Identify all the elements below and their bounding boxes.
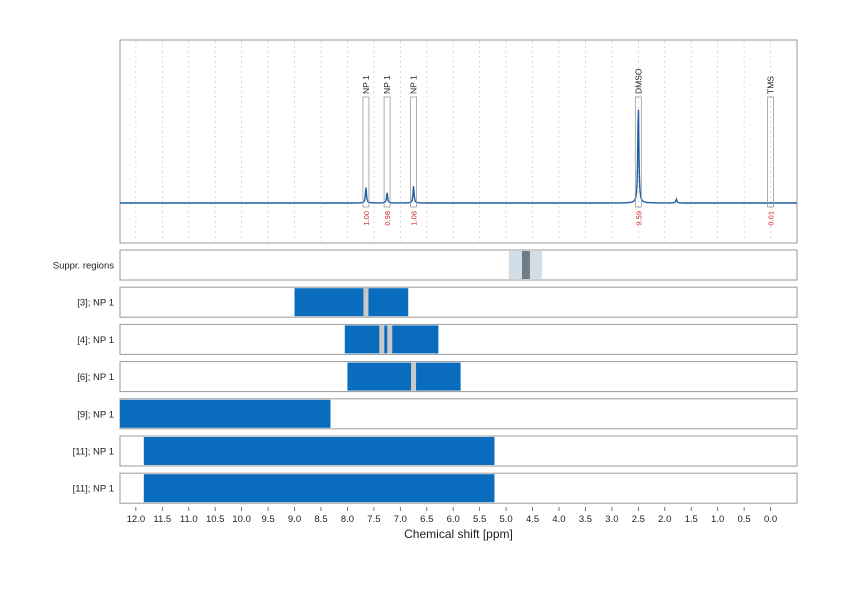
spectrum-panel-frame	[119, 39, 798, 244]
peak-label: DMSO	[633, 68, 643, 94]
x-tick-label: 12.0	[127, 514, 146, 525]
integration-region	[143, 474, 495, 503]
x-tick-label: 0.5	[738, 514, 751, 525]
x-tick-label: 5.0	[499, 514, 512, 525]
peak-box	[383, 96, 391, 208]
peak-marker	[363, 288, 369, 317]
peak-label: NP 1	[409, 75, 419, 94]
region-tracks: Suppr. regions [3]; NP 1 [4]; NP 1 [6]; NP …	[53, 249, 798, 504]
track-row: [9]; NP 1	[77, 398, 798, 430]
track-row: [3]; NP 1	[77, 286, 798, 318]
integration-region	[294, 288, 409, 317]
x-tick-label: 1.5	[685, 514, 698, 525]
peak-marker	[387, 325, 393, 354]
peak-label: NP 1	[361, 75, 371, 94]
integration-region	[120, 399, 331, 428]
peak-annotation: DMSO 9.59	[633, 68, 643, 225]
x-tick-label: 1.0	[711, 514, 724, 525]
x-tick-label: 3.0	[605, 514, 618, 525]
x-axis: 12.0 11.5 11.0 10.5 10.0 9.5 9.0 8.5 8.0 7.5 7.0 6.…	[127, 507, 777, 525]
peak-annotation: NP 1 1.00	[361, 75, 371, 226]
x-tick-label: 2.5	[632, 514, 645, 525]
track-frame	[119, 323, 798, 355]
integral-label: 9.59	[634, 211, 643, 226]
x-tick-label: 3.5	[579, 514, 592, 525]
x-tick-label: 9.0	[288, 514, 301, 525]
track-label: [11]; NP 1	[73, 484, 114, 495]
peak-marker	[411, 362, 417, 391]
x-tick-label: 9.5	[261, 514, 274, 525]
x-tick-label: 2.0	[658, 514, 671, 525]
x-tick-label: 10.5	[206, 514, 225, 525]
track-label: Suppr. regions	[53, 261, 115, 272]
x-tick-label: 10.0	[232, 514, 251, 525]
peak-box	[410, 96, 417, 208]
track-frame	[119, 286, 798, 318]
x-tick-label: 8.0	[341, 514, 354, 525]
x-tick-label: 8.5	[314, 514, 327, 525]
track-row: [4]; NP 1	[77, 323, 798, 355]
x-tick-label: 4.5	[526, 514, 539, 525]
peak-box	[362, 96, 370, 208]
track-label: [9]; NP 1	[77, 409, 114, 420]
x-axis-label: Chemical shift [ppm]	[404, 527, 513, 541]
track-label: [4]; NP 1	[77, 335, 114, 346]
x-tick-label: 5.5	[473, 514, 486, 525]
peak-marker	[379, 325, 385, 354]
x-tick-label: 11.5	[153, 514, 171, 525]
x-tick-label: 11.0	[180, 514, 198, 525]
peak-label: TMS	[766, 76, 776, 94]
x-tick-label: 4.0	[552, 514, 565, 525]
peak-annotation: TMS 0.01	[766, 76, 776, 226]
spectrum-trace	[120, 109, 797, 204]
spectrum-gridlines	[135, 41, 771, 242]
track-label: [11]; NP 1	[73, 447, 114, 458]
x-tick-label: 0.0	[764, 514, 777, 525]
integral-label: 0.98	[383, 211, 392, 226]
x-tick-label: 7.0	[394, 514, 407, 525]
x-tick-label: 7.5	[367, 514, 380, 525]
track-label: [3]; NP 1	[77, 298, 114, 309]
integral-label: 1.00	[362, 211, 371, 226]
peak-annotation: NP 1 1.06	[409, 75, 419, 226]
peak-label: NP 1	[382, 75, 392, 94]
integration-region	[347, 362, 461, 391]
track-row: [6]; NP 1	[77, 361, 798, 393]
track-frame	[119, 249, 798, 281]
peak-box	[634, 96, 642, 208]
peak-annotations: NP 1 1.00 NP 1 0.98 NP 1 1.06 DMSO 9.59 TMS 0.01	[361, 68, 776, 225]
track-row: Suppr. regions	[53, 249, 798, 281]
suppression-core	[521, 251, 530, 279]
x-tick-label: 6.5	[420, 514, 433, 525]
x-tick-label: 6.0	[447, 514, 460, 525]
track-row: [11]; NP 1	[73, 435, 798, 467]
peak-box	[767, 96, 774, 208]
peak-annotation: NP 1 0.98	[382, 75, 392, 226]
integral-label: 1.06	[410, 211, 419, 226]
track-label: [6]; NP 1	[77, 372, 114, 383]
integral-label: 0.01	[767, 211, 776, 226]
integration-region	[143, 437, 495, 465]
track-row: [11]; NP 1	[73, 472, 798, 504]
